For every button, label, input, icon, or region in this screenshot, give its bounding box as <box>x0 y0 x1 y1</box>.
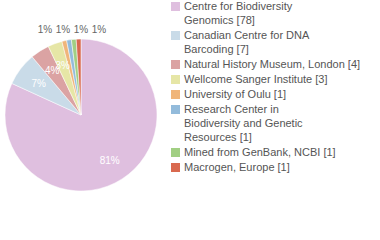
slice <box>67 40 81 115</box>
legend-swatch <box>171 60 180 69</box>
slice <box>76 39 81 115</box>
legend-swatch <box>171 31 180 40</box>
legend-label: Canadian Centre for DNABarcoding [7] <box>184 29 310 55</box>
data-label: 1% <box>92 24 107 35</box>
legend-label: Natural History Museum, London [4] <box>184 58 360 70</box>
data-label: 81% <box>100 155 120 166</box>
legend-swatch <box>171 90 180 99</box>
data-label: 7% <box>31 78 46 89</box>
legend: Centre for BiodiversityGenomics [78] Cana… <box>171 0 360 173</box>
legend-label: Research Center inBiodiversity and Genet… <box>184 103 303 143</box>
data-label: 1% <box>56 24 71 35</box>
legend-label: University of Oulu [1] <box>184 88 286 100</box>
data-labels: 81%7%4%3%1%1%1%1% <box>31 24 119 166</box>
pie-chart: 81%7%4%3%1%1%1%1%Centre for Biodiversity… <box>0 0 380 240</box>
legend-swatch <box>171 75 180 84</box>
slice <box>71 39 81 115</box>
legend-swatch <box>171 148 180 157</box>
legend-label: Macrogen, Europe [1] <box>184 161 290 173</box>
data-label: 1% <box>74 24 89 35</box>
legend-swatch <box>171 105 180 114</box>
data-label: 3% <box>56 60 71 71</box>
legend-swatch <box>171 163 180 172</box>
legend-label: Mined from GenBank, NCBI [1] <box>184 146 336 158</box>
slices <box>5 39 157 191</box>
legend-label: Wellcome Sanger Institute [3] <box>184 73 327 85</box>
data-label: 1% <box>38 24 53 35</box>
slice <box>5 39 157 191</box>
legend-swatch <box>171 2 180 11</box>
legend-label: Centre for BiodiversityGenomics [78] <box>184 0 293 26</box>
chart: 81%7%4%3%1%1%1%1%Centre for Biodiversity… <box>0 0 380 240</box>
